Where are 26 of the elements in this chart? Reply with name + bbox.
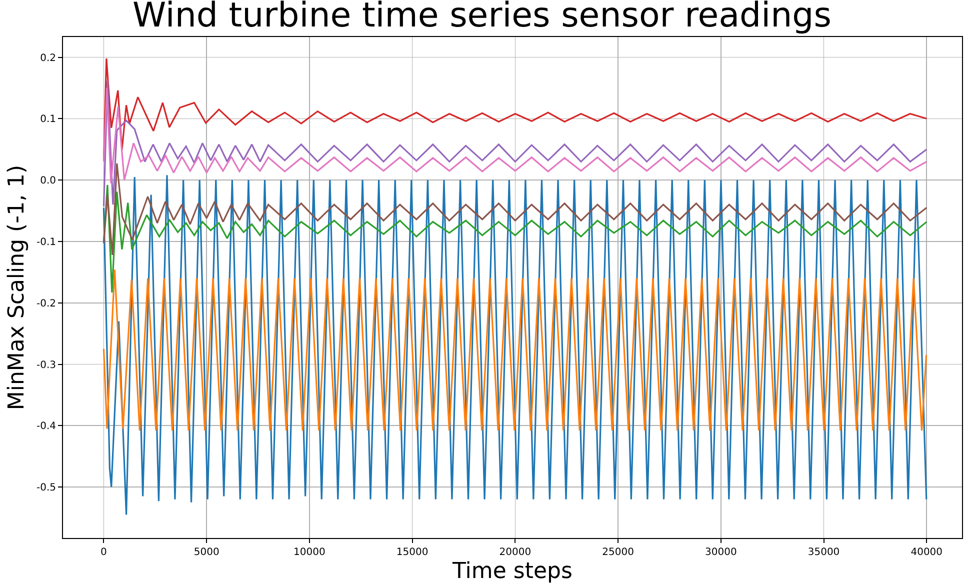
line-series xyxy=(102,174,928,516)
y-tick-label: -0.5 xyxy=(36,482,56,494)
x-axis-title: Time steps xyxy=(452,559,572,584)
y-tick-label: -0.4 xyxy=(36,421,56,432)
x-tick-label: 5000 xyxy=(194,547,220,558)
y-tick-label: 0.0 xyxy=(40,176,56,187)
x-tick-label: 30000 xyxy=(704,547,737,558)
y-tick-label: -0.1 xyxy=(36,236,56,248)
x-tick-label: 35000 xyxy=(808,547,840,558)
x-tick-label: 20000 xyxy=(499,547,532,558)
line-series xyxy=(102,184,928,294)
x-tick-label: 10000 xyxy=(294,547,326,558)
line-series xyxy=(102,80,928,208)
x-tick-label: 40000 xyxy=(910,547,943,558)
x-tick-label: 25000 xyxy=(602,547,634,558)
y-tick-label: -0.3 xyxy=(36,360,56,371)
line-series xyxy=(102,268,928,432)
y-tick-label: -0.2 xyxy=(36,298,56,310)
y-axis-title: MinMax Scaling (-1, 1) xyxy=(4,164,30,410)
chart-title: Wind turbine time series sensor readings xyxy=(132,0,832,36)
line-series xyxy=(102,87,928,184)
line-series xyxy=(102,162,928,256)
y-tick-label: 0.1 xyxy=(40,114,56,126)
y-tick-label: 0.2 xyxy=(40,52,56,64)
x-tick-label: 0 xyxy=(100,547,107,558)
x-tick-label: 15000 xyxy=(396,547,428,558)
